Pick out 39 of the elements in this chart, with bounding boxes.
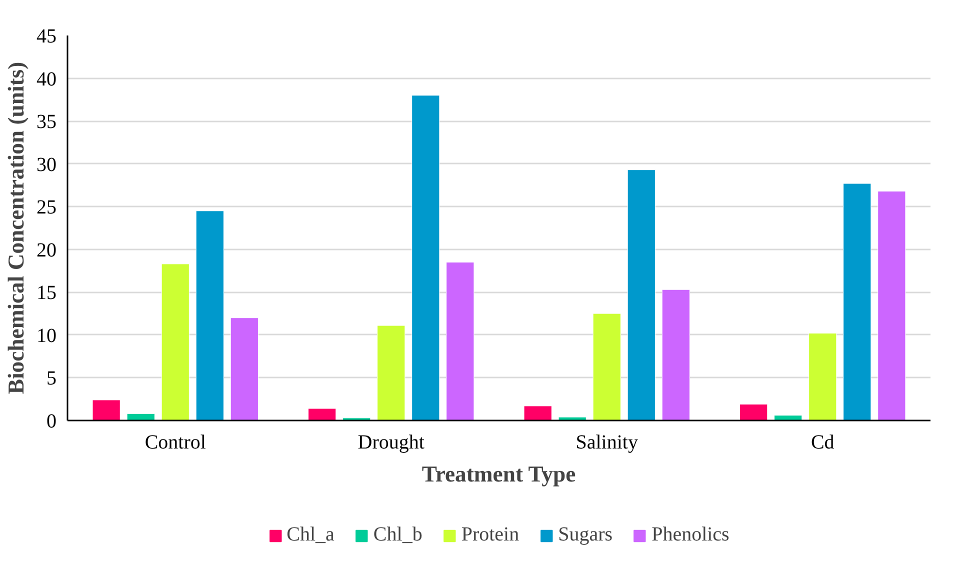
y-axis-title: Biochemical Concentration (units) <box>4 62 28 394</box>
bar <box>740 404 768 420</box>
x-tick-label: Cd <box>810 432 834 454</box>
x-tick-label: Drought <box>358 432 425 454</box>
bar <box>592 313 621 420</box>
y-tick-label: 10 <box>36 324 56 347</box>
bar <box>878 190 906 420</box>
bar <box>92 400 120 420</box>
legend-label: Protein <box>461 524 520 546</box>
bar <box>308 408 336 420</box>
y-tick-label: 35 <box>36 111 56 134</box>
legend-label: Sugars <box>558 524 613 546</box>
bar <box>446 262 474 420</box>
y-tick-label: 15 <box>36 282 56 304</box>
y-tick-label: 20 <box>36 239 56 262</box>
legend-label: Phenolics <box>652 524 730 546</box>
bar <box>161 264 190 420</box>
x-tick-label: Salinity <box>576 432 638 454</box>
x-tick-label: Control <box>144 432 206 454</box>
bar <box>196 210 224 420</box>
bar <box>843 183 872 420</box>
y-tick-label: 30 <box>36 154 56 176</box>
bar <box>524 406 552 420</box>
y-tick-label: 45 <box>36 26 56 48</box>
bar <box>230 318 258 420</box>
y-tick-label: 40 <box>36 68 56 90</box>
bar <box>412 95 440 420</box>
legend-label: Chl_b <box>373 524 422 546</box>
x-axis-title: Treatment Type <box>422 462 576 486</box>
bar <box>774 415 802 420</box>
y-tick-label: 25 <box>36 196 56 219</box>
bar <box>662 289 690 420</box>
bar <box>808 332 837 420</box>
bar <box>126 413 155 420</box>
legend-label: Chl_a <box>286 524 334 546</box>
bar <box>627 170 656 420</box>
bar <box>377 325 406 420</box>
y-tick-label: 5 <box>46 368 56 390</box>
y-tick-label: 0 <box>46 410 56 432</box>
